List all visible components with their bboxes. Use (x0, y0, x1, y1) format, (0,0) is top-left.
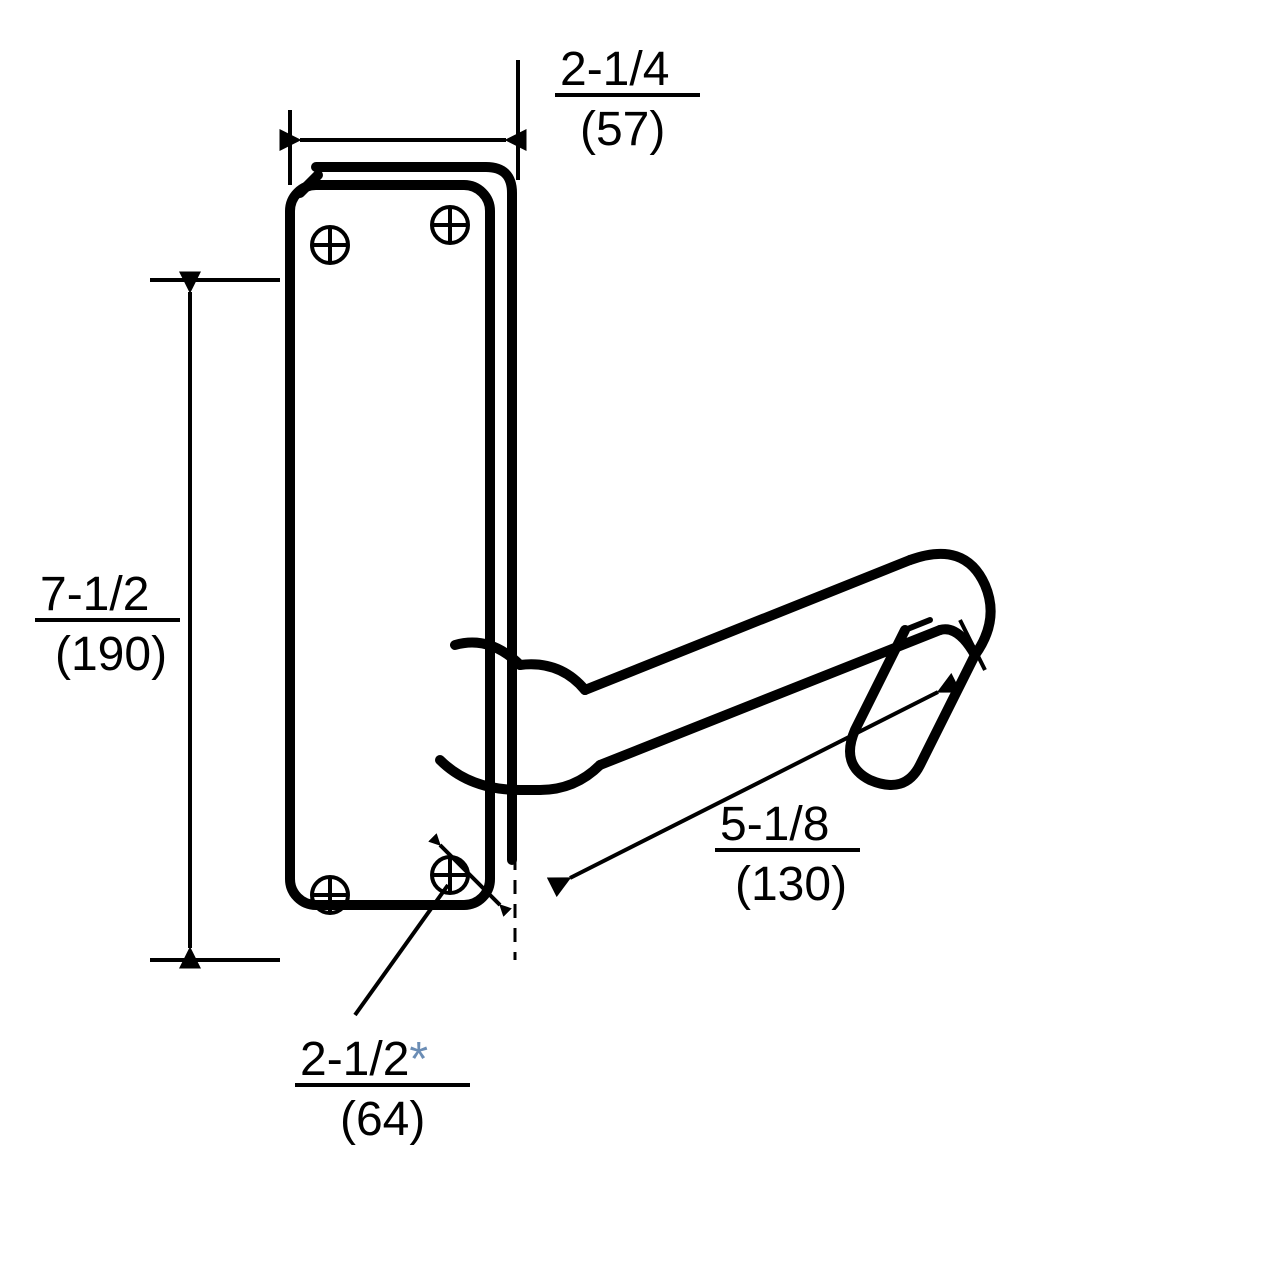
dimension-lever-metric: (130) (735, 858, 847, 911)
dimension-diagram: 2-1/4 (57) 7-1/2 (190) 5-1/8 (130) 2-1/2… (0, 0, 1280, 1280)
dimension-height-metric: (190) (55, 628, 167, 681)
asterisk-icon: * (409, 1033, 428, 1086)
dimension-depth-metric: (64) (340, 1093, 425, 1146)
escutcheon-plate (290, 167, 512, 905)
screw-icon (312, 877, 348, 913)
screw-icon (312, 227, 348, 263)
screw-icon (432, 857, 468, 893)
svg-text:2-1/2*: 2-1/2* (300, 1033, 428, 1086)
dimension-lever-imperial: 5-1/8 (720, 798, 829, 851)
dimension-height-imperial: 7-1/2 (40, 568, 149, 621)
screw-icon (432, 207, 468, 243)
dimension-width-metric: (57) (580, 103, 665, 156)
dimension-width-imperial: 2-1/4 (560, 43, 669, 96)
screw-holes (312, 207, 468, 913)
dimension-depth: 2-1/2* (64) (295, 845, 500, 1146)
dimension-depth-imperial: 2-1/2 (300, 1033, 409, 1086)
lever-handle (440, 554, 991, 790)
dimension-height: 7-1/2 (190) (35, 280, 280, 960)
